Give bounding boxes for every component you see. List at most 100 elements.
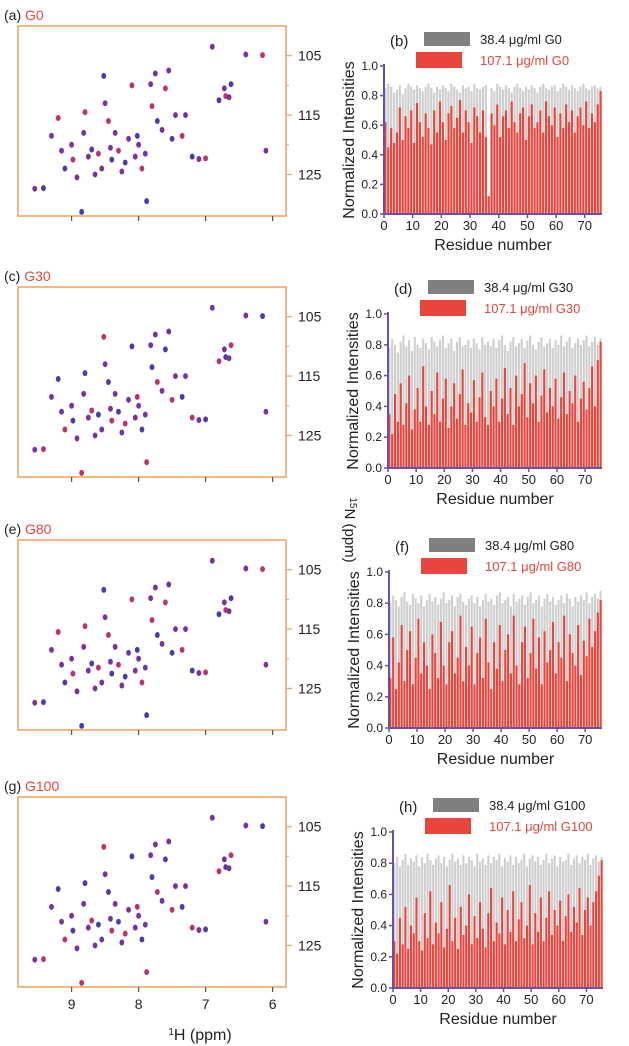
bar-red (427, 424, 430, 468)
bar-red (443, 947, 446, 988)
bar-red (472, 380, 475, 468)
bar-red (407, 949, 410, 988)
x-tick-label: 30 (469, 992, 483, 1007)
nmr-peak (216, 611, 222, 618)
x-tick-label: 40 (494, 732, 508, 747)
bar-red (591, 366, 594, 468)
bar-red (543, 369, 546, 468)
nmr-peak (89, 146, 95, 153)
panel-letter: (g) (4, 778, 25, 794)
bar-red (599, 341, 602, 468)
bar-red (509, 931, 512, 988)
nmr-peak (41, 446, 46, 453)
panel-label: (c) G30 (4, 268, 51, 284)
bar-red (394, 689, 398, 728)
bar-gray (509, 606, 512, 728)
nmr-peak (148, 852, 154, 859)
nmr-peak (136, 141, 142, 148)
nmr-peak (119, 682, 125, 689)
nmr-peak (216, 358, 222, 365)
bar-red (506, 414, 509, 468)
nmr-peak (169, 649, 175, 656)
bar-gray (412, 861, 415, 988)
bar-gray (509, 855, 512, 988)
nmr-peak (226, 94, 232, 101)
bar-red (544, 101, 548, 214)
bar-red (560, 397, 563, 468)
bar-red (418, 941, 421, 988)
nmr-peak (129, 82, 135, 89)
bar-gray (581, 856, 584, 988)
nmr-peak (74, 945, 80, 952)
bar-gray (394, 600, 398, 728)
bar-red (512, 615, 515, 728)
bar-red (536, 122, 539, 214)
y-tick-label: 0.0 (365, 461, 382, 475)
nmr-peak (139, 426, 145, 433)
nmr-peak (79, 722, 85, 729)
bar-red (402, 424, 405, 468)
bar-gray (490, 598, 493, 728)
bar-red (509, 673, 512, 728)
bar-red (507, 634, 510, 728)
bar-red (469, 412, 473, 468)
bar-red (425, 665, 428, 728)
bar-red (490, 689, 493, 728)
bar-red (440, 902, 443, 988)
x-tick-label: 0 (389, 992, 396, 1007)
panel-name: G30 (24, 268, 51, 284)
bar-red (534, 913, 537, 988)
nmr-peak (109, 927, 115, 934)
bar-gray (540, 606, 543, 728)
bar-gray (393, 863, 396, 988)
legend-label-gray: 38.4 μg/ml G30 (484, 280, 573, 295)
nmr-peak (228, 595, 234, 602)
y-tick-label: 0.6 (366, 627, 383, 641)
nmr-peak (226, 865, 232, 872)
bar-red (550, 934, 553, 988)
bar-gray (419, 347, 422, 468)
bar-gray (565, 341, 568, 468)
bar-red (444, 140, 447, 214)
nmr-peak (159, 640, 165, 647)
bar-gray (579, 595, 583, 728)
panel-letter: (d) (394, 281, 412, 298)
plot-frame (17, 796, 287, 988)
nmr-peak (119, 168, 125, 175)
nmr-peak (116, 408, 121, 415)
nmr-peak (243, 51, 249, 58)
shared-y-axis-label: 15N (ppm) (341, 497, 359, 562)
bar-gray (561, 861, 564, 988)
bar-red (526, 678, 529, 728)
x-tick-label: 40 (496, 992, 510, 1007)
nmr-peak (41, 699, 46, 706)
nmr-peak (96, 411, 101, 418)
bar-gray (425, 600, 428, 728)
bar-red (400, 625, 403, 728)
bar-red (531, 944, 534, 988)
bar-red (498, 625, 501, 728)
nmr-peak (32, 956, 38, 963)
x-axis-label: Residue number (436, 491, 554, 508)
nmr-peak (134, 393, 140, 400)
y-tick-label: 0.4 (365, 399, 382, 413)
bar-red (519, 113, 522, 214)
nmr-peak (243, 822, 249, 829)
nmr-peak (126, 649, 131, 656)
bar-red (392, 142, 396, 214)
nmr-peak (228, 342, 234, 349)
bar-red (520, 394, 523, 468)
nmr-peak (106, 118, 111, 124)
panel-letter: (a) (4, 7, 25, 23)
bar-gray (593, 337, 597, 468)
bar-red (573, 132, 576, 214)
panel-name: G100 (25, 778, 59, 794)
nmr-peak (132, 153, 138, 160)
nmr-peak (209, 814, 215, 821)
nmr-peak (55, 629, 61, 636)
bar-red (430, 144, 433, 214)
nmr-peak (92, 171, 98, 178)
bar-red (484, 417, 487, 468)
bar-red (512, 891, 515, 988)
bar-red (529, 383, 532, 468)
